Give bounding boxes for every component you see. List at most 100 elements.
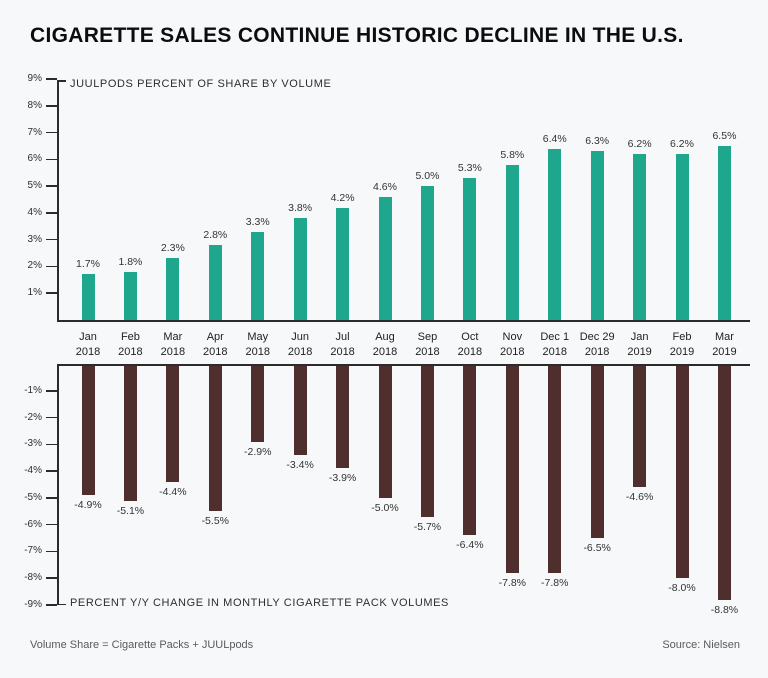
juul-y-tick-label: 7% <box>12 127 42 139</box>
x-axis-label: Mar2019 <box>694 330 754 360</box>
cig-y-tick-mark <box>46 444 57 446</box>
juul-bar-value-label: 1.7% <box>66 258 110 271</box>
source-credit: Source: Nielsen <box>662 639 740 651</box>
cig-y-tick-label: -5% <box>12 492 42 504</box>
cig-y-tick-mark <box>46 604 57 606</box>
cig-y-tick-mark <box>46 417 57 419</box>
cig-bar-value-label: -5.1% <box>108 505 152 518</box>
juul-y-tick-label: 1% <box>12 287 42 299</box>
page-title: CIGARETTE SALES CONTINUE HISTORIC DECLIN… <box>30 24 684 48</box>
juul-y-tick-label: 9% <box>12 73 42 85</box>
juul-bar-value-label: 6.5% <box>702 130 746 143</box>
juul-bar-value-label: 5.3% <box>448 162 492 175</box>
bar-cig-volume <box>294 366 307 455</box>
footnote: Volume Share = Cigarette Packs + JUULpod… <box>30 639 253 651</box>
cig-bar-value-label: -3.4% <box>278 459 322 472</box>
bar-cig-volume <box>379 366 392 498</box>
bar-cig-volume <box>463 366 476 535</box>
bar-juul-share <box>336 208 349 320</box>
juul-y-tick-label: 4% <box>12 207 42 219</box>
juul-bar-value-label: 6.2% <box>618 138 662 151</box>
bar-cig-volume <box>251 366 264 442</box>
cig-bar-value-label: -6.5% <box>575 542 619 555</box>
cig-y-tick-label: -3% <box>12 438 42 450</box>
juul-y-tick-mark <box>46 132 57 134</box>
cig-y-tick-label: -6% <box>12 519 42 531</box>
juul-y-axis <box>57 80 59 322</box>
juul-y-tick-label: 5% <box>12 180 42 192</box>
juul-bar-value-label: 1.8% <box>108 256 152 269</box>
juul-bar-value-label: 3.8% <box>278 202 322 215</box>
juul-bar-value-label: 5.0% <box>405 170 449 183</box>
cig-y-tick-mark <box>46 470 57 472</box>
juul-bar-value-label: 5.8% <box>490 149 534 162</box>
cig-y-tick-mark <box>46 524 57 526</box>
bar-juul-share <box>124 272 137 320</box>
juul-y-tick-mark <box>46 159 57 161</box>
cig-bar-value-label: -7.8% <box>490 577 534 590</box>
juul-y-tick-mark <box>46 212 57 214</box>
bar-juul-share <box>82 274 95 320</box>
cig-bar-value-label: -2.9% <box>236 446 280 459</box>
bar-juul-share <box>463 178 476 320</box>
bar-juul-share <box>379 197 392 320</box>
bar-juul-share <box>421 186 434 320</box>
cig-y-tick-label: -1% <box>12 385 42 397</box>
juul-y-tick-mark <box>46 185 57 187</box>
juul-y-tick-mark <box>46 266 57 268</box>
cig-chart-title: PERCENT Y/Y CHANGE IN MONTHLY CIGARETTE … <box>70 597 449 609</box>
bar-juul-share <box>633 154 646 320</box>
bar-cig-volume <box>124 366 137 501</box>
cig-bar-value-label: -8.0% <box>660 582 704 595</box>
cig-bar-value-label: -3.9% <box>321 472 365 485</box>
cig-bar-value-label: -4.4% <box>151 486 195 499</box>
bar-juul-share <box>548 149 561 320</box>
infographic-canvas: CIGARETTE SALES CONTINUE HISTORIC DECLIN… <box>0 0 768 678</box>
bar-cig-volume <box>421 366 434 517</box>
juul-bar-value-label: 6.3% <box>575 135 619 148</box>
cig-bar-value-label: -5.7% <box>405 521 449 534</box>
cig-bar-value-label: -8.8% <box>702 604 746 617</box>
cig-y-tick-label: -8% <box>12 572 42 584</box>
cig-y-tick-mark <box>46 390 57 392</box>
cig-y-axis <box>57 364 59 605</box>
bar-juul-share <box>251 232 264 320</box>
bar-juul-share <box>676 154 689 320</box>
bar-juul-share <box>166 258 179 320</box>
juul-baseline <box>57 320 750 322</box>
juul-bar-value-label: 4.6% <box>363 181 407 194</box>
cig-bar-value-label: -5.0% <box>363 502 407 515</box>
bar-cig-volume <box>209 366 222 511</box>
cig-y-tick-mark <box>46 497 57 499</box>
bar-cig-volume <box>676 366 689 578</box>
cig-bar-value-label: -5.5% <box>193 515 237 528</box>
juul-y-tick-mark <box>46 292 57 294</box>
bar-juul-share <box>506 165 519 320</box>
cig-y-tick-label: -4% <box>12 465 42 477</box>
cig-axis-cap <box>57 604 66 606</box>
bar-juul-share <box>294 218 307 320</box>
cig-y-tick-label: -2% <box>12 412 42 424</box>
juul-y-tick-mark <box>46 239 57 241</box>
juul-y-tick-label: 3% <box>12 234 42 246</box>
juul-y-tick-label: 6% <box>12 153 42 165</box>
bar-cig-volume <box>591 366 604 538</box>
juul-y-tick-label: 8% <box>12 100 42 112</box>
bar-cig-volume <box>633 366 646 487</box>
bar-juul-share <box>718 146 731 320</box>
cig-y-tick-label: -9% <box>12 599 42 611</box>
juul-bar-value-label: 2.3% <box>151 242 195 255</box>
cig-bar-value-label: -7.8% <box>533 577 577 590</box>
juul-axis-cap <box>57 80 66 82</box>
cig-y-tick-label: -7% <box>12 545 42 557</box>
juul-y-tick-mark <box>46 78 57 80</box>
bar-juul-share <box>591 151 604 320</box>
cig-bar-value-label: -6.4% <box>448 539 492 552</box>
juul-bar-value-label: 4.2% <box>321 192 365 205</box>
cig-y-tick-mark <box>46 551 57 553</box>
juul-y-tick-mark <box>46 105 57 107</box>
juul-bar-value-label: 6.4% <box>533 133 577 146</box>
bar-cig-volume <box>506 366 519 573</box>
bar-cig-volume <box>82 366 95 495</box>
juul-chart-title: JUULPODS PERCENT OF SHARE BY VOLUME <box>70 78 331 90</box>
